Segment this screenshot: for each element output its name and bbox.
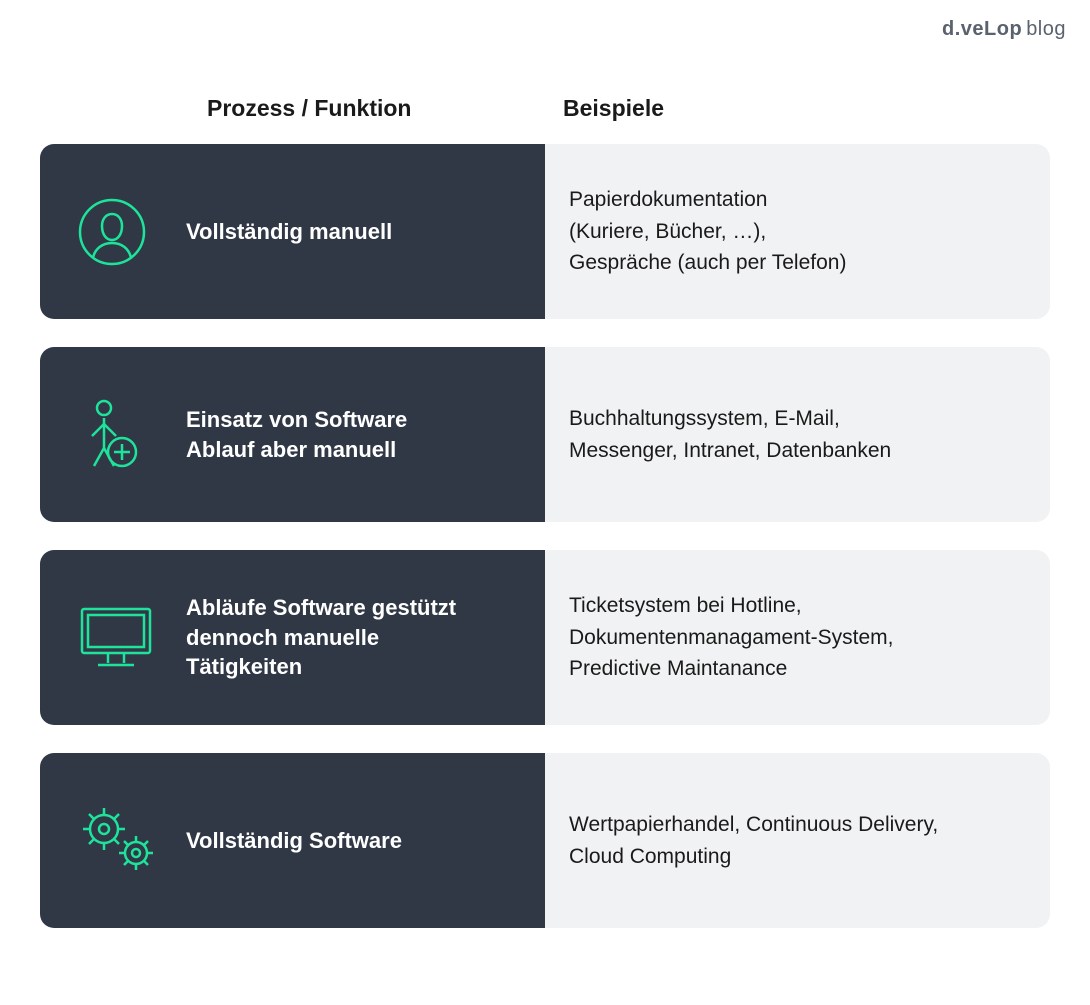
- examples-cell: Ticketsystem bei Hotline, Dokumentenmana…: [545, 550, 1050, 725]
- table-row: Einsatz von Software Ablauf aber manuell…: [40, 347, 1050, 522]
- person-plus-icon: [76, 396, 186, 474]
- process-cell: Vollständig Software: [40, 753, 545, 928]
- process-cell: Vollständig manuell: [40, 144, 545, 319]
- process-title: Vollständig manuell: [186, 217, 392, 247]
- column-headers: Prozess / Funktion Beispiele: [40, 95, 1050, 122]
- brand-prefix: d.: [942, 18, 961, 40]
- person-circle-icon: [76, 196, 186, 268]
- table-row: Abläufe Software gestützt dennoch manuel…: [40, 550, 1050, 725]
- infographic-container: Prozess / Funktion Beispiele Vollständig…: [0, 0, 1090, 986]
- brand-suffix: blog: [1026, 18, 1066, 40]
- brand-logo: d.veLopblog: [942, 18, 1066, 41]
- header-process: Prozess / Funktion: [40, 95, 545, 122]
- table-row: Vollständig Software Wertpapierhandel, C…: [40, 753, 1050, 928]
- table-row: Vollständig manuell Papierdokumentation …: [40, 144, 1050, 319]
- process-title: Einsatz von Software Ablauf aber manuell: [186, 405, 407, 464]
- examples-cell: Papierdokumentation (Kuriere, Bücher, …)…: [545, 144, 1050, 319]
- gears-icon: [76, 801, 186, 881]
- process-cell: Einsatz von Software Ablauf aber manuell: [40, 347, 545, 522]
- examples-cell: Wertpapierhandel, Continuous Delivery, C…: [545, 753, 1050, 928]
- monitor-icon: [76, 603, 186, 673]
- process-cell: Abläufe Software gestützt dennoch manuel…: [40, 550, 545, 725]
- process-title: Abläufe Software gestützt dennoch manuel…: [186, 593, 456, 682]
- header-examples: Beispiele: [545, 95, 1050, 122]
- process-title: Vollständig Software: [186, 826, 402, 856]
- brand-name: veLop: [961, 18, 1022, 40]
- examples-cell: Buchhaltungssystem, E-Mail, Messenger, I…: [545, 347, 1050, 522]
